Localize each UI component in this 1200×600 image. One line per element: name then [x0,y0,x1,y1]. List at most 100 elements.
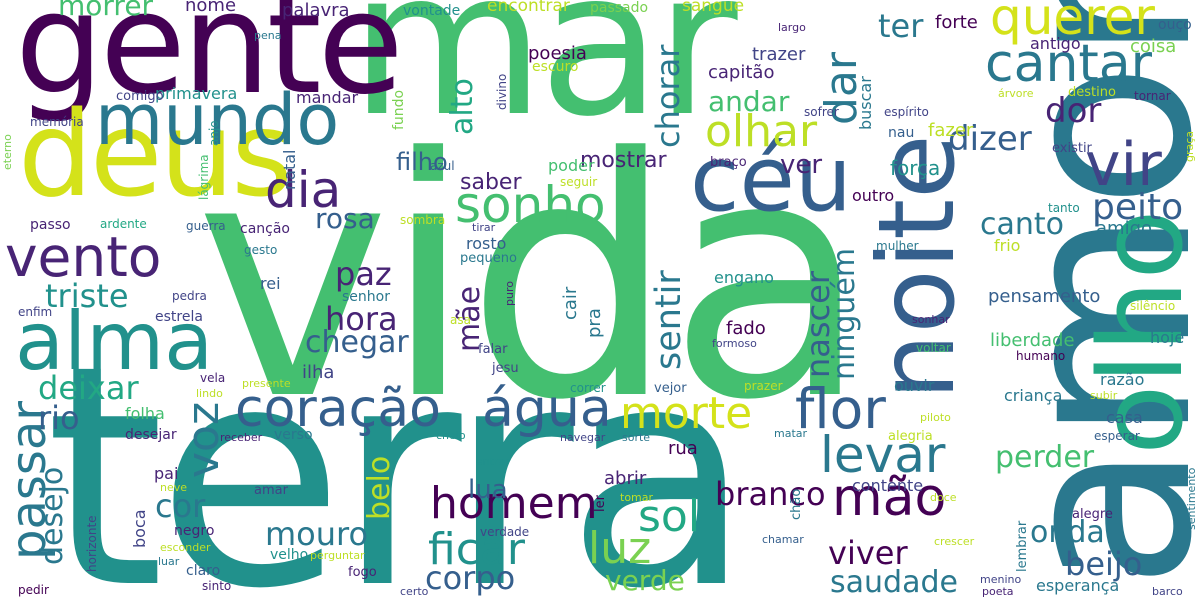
word-coracao: coração [235,379,441,439]
word-buscar: buscar [856,76,875,130]
word-ninguem: ninguém [827,247,862,380]
word-luar: luar [158,555,180,568]
word-mao: mão [832,468,947,528]
word-largo: largo [778,21,806,34]
word-passado: passado [590,0,649,16]
word-gesto: gesto [244,243,278,257]
word-sonho: sonho [455,176,606,234]
word-filho: filho [396,148,448,176]
word-engano: engano [714,268,774,287]
word-mulher: mulher [876,239,919,253]
word-sofrer: sofrer [804,105,839,119]
word-horizonte: horizonte [85,515,99,572]
word-esperar: esperar [1094,429,1140,443]
word-chorar: chorar [649,44,687,148]
word-palavra: palavra [282,0,350,21]
word-ter: ter [878,7,924,45]
word-chamar: chamar [762,533,804,546]
word-tornar: tornar [1134,89,1171,103]
word-estrela: estrela [155,309,203,325]
word-saudade: saudade [830,565,958,600]
word-flor: flor [795,377,886,441]
word-poder: poder [548,156,595,175]
word-trazer: trazer [752,44,806,65]
word-triste: triste [45,277,129,315]
word-vela: vela [200,371,226,385]
word-levar: levar [820,426,946,484]
word-natal: natal [280,149,299,190]
word-paz: paz [335,255,392,293]
word-outro: outro [852,186,895,205]
word-ficar: ficar [428,524,525,575]
word-pai: pai [154,464,179,483]
word-primavera: primavera [155,84,238,103]
word-pra: pra [584,308,605,338]
word-cheio: cheio [436,429,466,442]
word-morrer: morrer [58,0,154,22]
word-mar: mar [350,0,738,161]
word-casa: casa [1106,408,1143,427]
word-perguntar: perguntar [310,549,365,562]
word-liberdade: liberdade [990,330,1075,351]
word-pequeno: pequeno [460,251,517,266]
word-fado: fado [726,318,766,339]
word-ardente: ardente [100,217,147,231]
word-dia: dia [265,161,342,219]
word-razao: razão [1100,370,1145,389]
word-sentimento: sentimento [1185,467,1198,530]
word-cair: cair [560,286,581,320]
word-subir: subir [1090,389,1118,402]
word-correr: correr [570,381,606,395]
word-abrir: abrir [604,468,647,489]
word-rosto: rosto [466,234,507,253]
word-belo: belo [362,455,397,520]
word-forte: forte [935,12,978,33]
word-asa: asa [450,313,471,327]
word-pensamento: pensamento [988,286,1101,307]
word-anjo: anjo [207,120,221,146]
word-hora: hora [325,300,398,338]
word-luz: luz [588,523,652,574]
word-eterno: eterno [1,134,14,170]
word-esperanca: esperança [1036,576,1120,595]
word-braco: braço [710,155,747,170]
word-andar: andar [708,85,790,118]
word-formoso: formoso [712,337,757,350]
word-coisa: coisa [1130,36,1177,57]
word-jesu: jesu [492,361,519,376]
word-poesia: poesia [528,43,587,64]
word-sentir: sentir [649,270,689,370]
word-barco: barco [1152,585,1183,598]
word-fogo: fogo [348,565,377,580]
word-ceu: céu [690,127,852,232]
word-mandar: mandar [296,88,359,107]
word-tanto: tanto [1048,201,1080,215]
word-sonhar: sonhar [912,313,950,326]
word-cor: cor [155,487,206,525]
word-crescer: crescer [934,535,975,548]
word-desejo: desejo [35,466,70,565]
word-crianca: criança [1004,386,1063,405]
word-voltar: voltar [916,341,951,355]
word-matar: matar [774,427,808,440]
word-doce: doce [930,491,957,504]
word-falar: falar [478,342,508,357]
word-memoria: memória [30,115,84,129]
word-folha: folha [125,404,165,423]
word-frio: frio [994,236,1021,255]
word-onda: onda [1030,515,1105,550]
word-arvore: árvore [998,87,1034,100]
word-azul: azul [430,159,455,173]
word-senhor: senhor [342,289,390,305]
word-claro: claro [186,563,221,579]
word-homem: homem [430,478,598,529]
word-alegre: alegre [1072,507,1113,522]
word-ler: ler [593,495,608,512]
word-terra: terra [45,300,753,600]
word-pedra: pedra [172,289,207,303]
word-lagrima: lágrima [197,154,211,200]
word-rei: rei [260,274,281,293]
word-dor: dor [1045,91,1102,131]
word-rio: rio [38,399,80,437]
